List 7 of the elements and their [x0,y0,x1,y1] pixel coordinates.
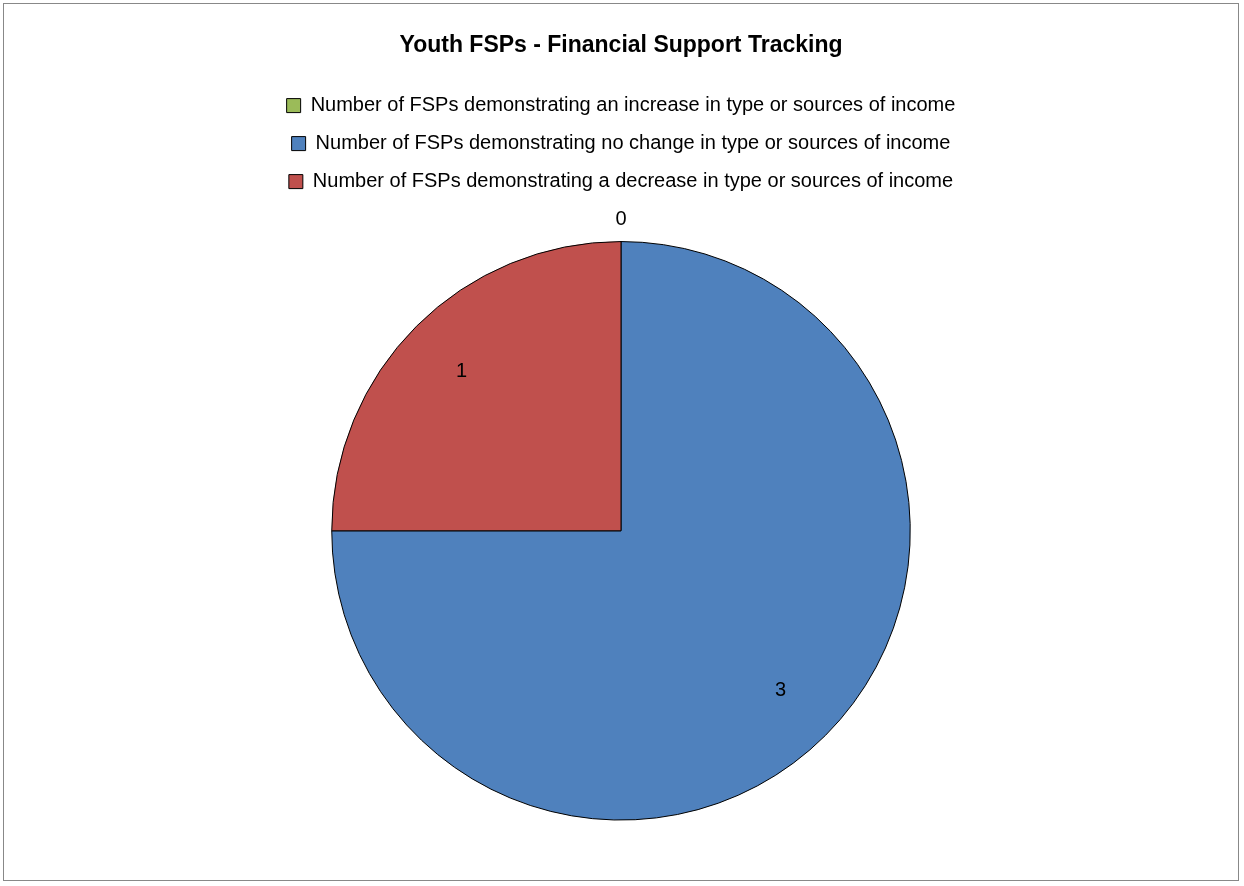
data-label: 1 [455,358,468,381]
legend-label: Number of FSPs demonstrating an increase in type or sources of income [310,93,956,116]
chart-title: Youth FSPs - Financial Support Tracking [399,31,843,58]
data-label: 3 [774,677,787,700]
legend-label: Number of FSPs demonstrating a decrease in type or sources of income [312,169,954,192]
legend-label: Number of FSPs demonstrating no change in type or sources of income [315,131,951,154]
text: 0 [615,207,627,230]
